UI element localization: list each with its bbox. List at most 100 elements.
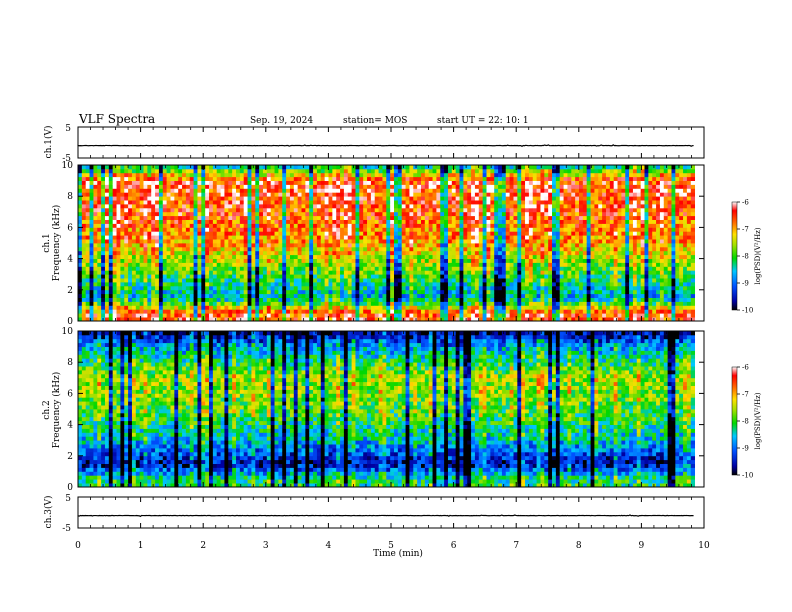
spectrogram-cell bbox=[359, 313, 364, 318]
spectrogram-cell bbox=[104, 309, 110, 314]
spectrogram-cell bbox=[328, 243, 333, 248]
spectrogram-cell bbox=[528, 278, 534, 283]
spectrogram-cell bbox=[112, 270, 117, 275]
spectrogram-cell bbox=[332, 215, 337, 220]
spectrogram-cell bbox=[305, 204, 310, 209]
spectrogram-cell bbox=[197, 243, 202, 248]
spectrogram-cell bbox=[216, 270, 221, 275]
spectrogram-cell bbox=[336, 204, 341, 209]
spectrogram-cell bbox=[555, 301, 561, 306]
spectrogram-cell bbox=[347, 196, 353, 201]
spectrogram-cell bbox=[548, 235, 553, 240]
spectrogram-cell bbox=[474, 176, 480, 181]
spectrogram-cell bbox=[517, 223, 522, 228]
spectrogram-cell bbox=[548, 313, 553, 318]
spectrogram-cell bbox=[78, 211, 83, 217]
spectrogram-cell bbox=[104, 235, 110, 240]
spectrogram-cell bbox=[417, 262, 422, 267]
spectrogram-cell bbox=[482, 215, 487, 220]
spectrogram-cell bbox=[297, 313, 302, 318]
spectrogram-cell bbox=[139, 239, 144, 244]
spectrogram-cell bbox=[428, 313, 433, 318]
spectrogram-cell bbox=[494, 317, 499, 322]
spectrogram-cell bbox=[490, 274, 495, 279]
spectrogram-cell bbox=[459, 207, 464, 213]
spectrogram-cell bbox=[212, 180, 218, 185]
spectrogram-cell bbox=[401, 168, 406, 174]
spectrogram-cell bbox=[236, 196, 241, 201]
spectrogram-cell bbox=[420, 239, 426, 244]
spectrogram-cell bbox=[382, 266, 387, 271]
spectrogram-cell bbox=[463, 278, 468, 283]
spectrogram-cell bbox=[85, 289, 90, 295]
spectrogram-cell bbox=[397, 266, 403, 271]
spectrogram-cell bbox=[328, 293, 333, 298]
spectrogram-cell bbox=[351, 184, 356, 189]
spectrogram-cell bbox=[471, 297, 476, 302]
spectrogram-cell bbox=[286, 309, 291, 314]
spectrogram-cell bbox=[482, 243, 487, 248]
spectrogram-cell bbox=[474, 192, 480, 197]
spectrogram-cell bbox=[440, 270, 445, 275]
spectrogram-cell bbox=[359, 262, 364, 267]
spectrogram-cell bbox=[374, 204, 379, 209]
spectrogram-cell bbox=[293, 266, 299, 271]
spectrogram-cell bbox=[417, 172, 422, 178]
spectrogram-cell bbox=[409, 246, 414, 252]
spectrogram-cell bbox=[101, 172, 106, 178]
spectrogram-cell bbox=[89, 258, 94, 263]
spectrogram-cell bbox=[486, 301, 491, 306]
spectrogram-cell bbox=[440, 305, 445, 310]
spectrogram-cell bbox=[313, 313, 318, 318]
spectrogram-cell bbox=[536, 192, 541, 197]
spectrogram-cell bbox=[540, 250, 545, 256]
spectrogram-cell bbox=[189, 293, 195, 298]
spectrogram-cell bbox=[413, 211, 418, 217]
spectrogram-cell bbox=[301, 188, 306, 193]
spectrogram-cell bbox=[459, 176, 464, 181]
spectrogram-cell bbox=[266, 235, 272, 240]
spectrogram-cell bbox=[528, 243, 534, 248]
spectrogram-cell bbox=[394, 258, 399, 263]
spectrogram-cell bbox=[498, 207, 503, 213]
spectrogram-cell bbox=[262, 282, 268, 287]
spectrogram-cell bbox=[301, 207, 306, 213]
spectrogram-cell bbox=[355, 188, 360, 193]
spectrogram-cell bbox=[120, 219, 125, 224]
spectrogram-cell bbox=[139, 192, 144, 197]
spectrogram-cell bbox=[474, 293, 480, 298]
spectrogram-cell bbox=[262, 172, 268, 178]
spectrogram-cell bbox=[432, 258, 437, 263]
spectrogram-cell bbox=[101, 258, 106, 263]
spectrogram-cell bbox=[270, 301, 275, 306]
spectrogram-cell bbox=[120, 250, 125, 256]
spectrogram-cell bbox=[521, 176, 526, 181]
spectrogram-cell bbox=[309, 239, 314, 244]
spectrogram-cell bbox=[185, 219, 191, 224]
spectrogram-cell bbox=[340, 235, 345, 240]
spectrogram-cell bbox=[471, 219, 476, 224]
spectrogram-cell bbox=[394, 204, 399, 209]
spectrogram-cell bbox=[135, 184, 141, 189]
spectrogram-cell bbox=[197, 165, 202, 170]
spectrogram-cell bbox=[197, 270, 202, 275]
spectrogram-cell bbox=[289, 289, 295, 295]
spectrogram-cell bbox=[274, 289, 279, 295]
spectrogram-cell bbox=[509, 196, 514, 201]
spectrogram-cell bbox=[197, 293, 202, 298]
spectrogram-cell bbox=[417, 196, 422, 201]
spectrogram-cell bbox=[316, 282, 322, 287]
spectrogram-cell bbox=[528, 305, 534, 310]
spectrogram-cell bbox=[289, 262, 295, 267]
spectrogram-cell bbox=[120, 188, 125, 193]
spectrogram-cell bbox=[155, 293, 160, 298]
spectrogram-cell bbox=[474, 239, 480, 244]
spectrogram-cell bbox=[266, 184, 272, 189]
spectrogram-cell bbox=[197, 239, 202, 244]
spectrogram-cell bbox=[482, 270, 487, 275]
spectrogram-cell bbox=[447, 246, 453, 252]
spectrogram-cell bbox=[155, 211, 160, 217]
spectrogram-cell bbox=[517, 204, 522, 209]
spectrogram-cell bbox=[316, 305, 322, 310]
spectrogram-cell bbox=[170, 192, 175, 197]
